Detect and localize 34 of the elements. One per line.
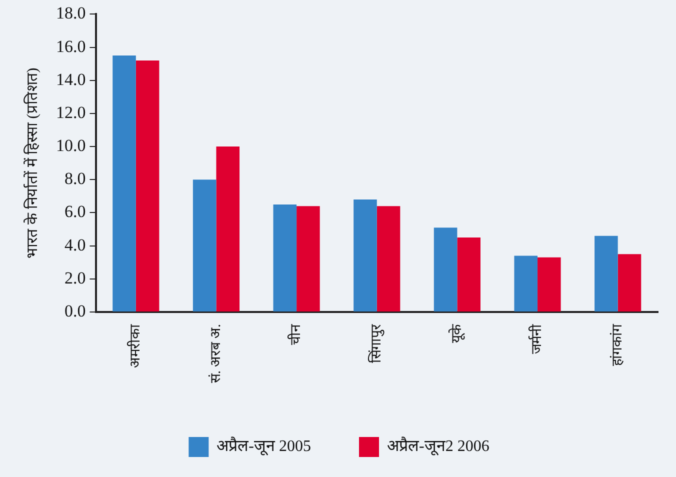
x-tick-label: जर्मनी — [528, 324, 546, 354]
bar — [273, 204, 297, 312]
x-tick-label: सं. अरब अ. — [208, 324, 224, 383]
bar — [434, 228, 458, 312]
y-tick-label: 10.0 — [56, 136, 86, 156]
bar — [618, 254, 642, 312]
y-tick-label: 0.0 — [64, 301, 86, 320]
bar — [354, 200, 377, 312]
bar — [192, 180, 216, 312]
x-tick-label: चीन — [287, 324, 304, 345]
x-tick-label: हांगकांग — [610, 323, 626, 366]
bar — [376, 206, 400, 312]
bar — [216, 146, 240, 312]
bar — [136, 60, 160, 312]
x-tick-label: यूके — [448, 324, 465, 343]
legend-label: अप्रैल-जून2 2006 — [387, 436, 490, 456]
bar — [594, 236, 618, 312]
bar — [296, 206, 320, 312]
bar — [112, 56, 136, 312]
y-tick-label: 2.0 — [64, 268, 86, 288]
y-tick-label: 8.0 — [64, 169, 86, 188]
y-tick-label: 18.0 — [56, 4, 86, 23]
bar — [514, 256, 538, 312]
x-tick-label: सिंगापुर — [368, 324, 385, 363]
y-tick-label: 4.0 — [64, 235, 86, 254]
bar — [538, 257, 561, 312]
y-tick-label: 14.0 — [56, 70, 86, 89]
y-axis-title: भारत के निर्यातों में हिस्सा (प्रतिशत) — [22, 68, 41, 258]
legend-label: अप्रैल-जून 2005 — [216, 436, 311, 456]
y-tick-label: 16.0 — [56, 36, 86, 56]
x-tick-label: अमरीका — [126, 324, 144, 368]
bar — [457, 238, 480, 312]
y-tick-label: 6.0 — [64, 202, 86, 222]
y-tick-label: 12.0 — [56, 102, 86, 122]
